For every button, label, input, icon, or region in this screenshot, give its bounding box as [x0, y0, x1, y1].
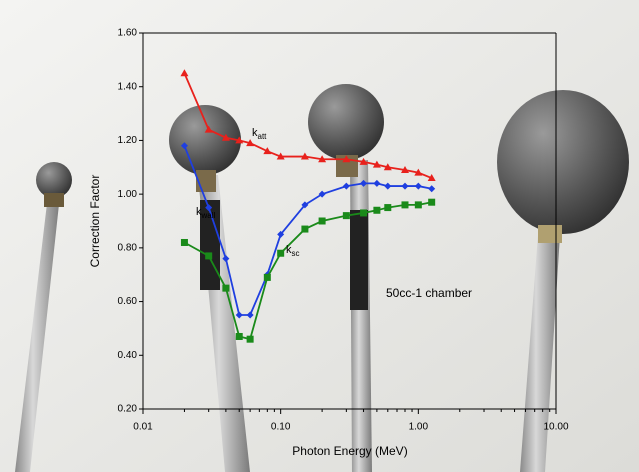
point	[384, 204, 391, 211]
point	[247, 336, 254, 343]
point	[415, 201, 422, 208]
y-tick-label: 0.60	[118, 296, 138, 307]
y-tick-label: 0.40	[118, 350, 138, 361]
point	[343, 212, 350, 219]
point	[373, 207, 380, 214]
point	[301, 226, 308, 233]
point	[401, 201, 408, 208]
x-tick-label: 10.00	[543, 422, 568, 433]
x-tick-label: 0.01	[133, 422, 153, 433]
point	[319, 218, 326, 225]
y-tick-label: 1.60	[118, 28, 138, 39]
point	[222, 285, 229, 292]
point	[181, 239, 188, 246]
y-tick-label: 1.00	[118, 189, 138, 200]
y-tick-label: 1.20	[118, 135, 138, 146]
x-tick-label: 1.00	[409, 422, 429, 433]
y-tick-label: 0.20	[118, 404, 138, 415]
point	[428, 199, 435, 206]
label-sub: sc	[292, 249, 300, 258]
y-axis-label: Correction Factor	[88, 175, 102, 268]
point	[360, 209, 367, 216]
x-axis-label: Photon Energy (MeV)	[292, 444, 407, 458]
point	[205, 252, 212, 259]
chart: Photon Energy (MeV) Correction Factor 50…	[0, 0, 639, 472]
point	[277, 250, 284, 257]
y-tick-label: 0.80	[118, 242, 138, 253]
label-sub: att	[258, 132, 268, 141]
y-tick-label: 1.40	[118, 81, 138, 92]
label-sub: wall	[201, 211, 216, 220]
point	[236, 333, 243, 340]
annotation: 50cc-1 chamber	[386, 286, 472, 300]
point	[264, 274, 271, 281]
x-tick-label: 0.10	[271, 422, 291, 433]
